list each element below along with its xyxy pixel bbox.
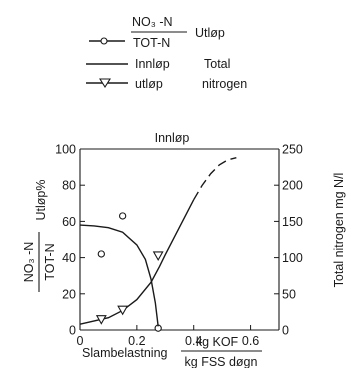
y-right-tick-label: 100 — [282, 251, 303, 265]
y-right-tick-label: 200 — [282, 179, 303, 193]
series-line — [79, 199, 195, 325]
y-left-tick-label: 60 — [62, 215, 76, 229]
y-right-tick-label: 150 — [282, 215, 303, 229]
x-tick-label: 0 — [77, 334, 84, 348]
series-line — [79, 224, 159, 327]
legend-triangle-marker — [99, 78, 111, 89]
y-left-tick-label: 80 — [62, 179, 76, 193]
data-point-triangle — [152, 251, 164, 262]
legend-label-right: Utløp — [195, 26, 225, 40]
y-left-tick-label: 100 — [55, 143, 76, 157]
series-2 — [79, 199, 195, 325]
top-label: Innløp — [155, 131, 190, 145]
y-left-tick-label: 40 — [62, 251, 76, 265]
x-tick-label: 0.6 — [242, 334, 259, 348]
x-axis-label: Slambelastning kg KOF kg FSS døgn — [82, 335, 262, 368]
right-axis-ticks: 0 50 100 150 200 250 — [274, 143, 303, 338]
series-1 — [79, 224, 159, 327]
x-tick-label: 0.4 — [185, 334, 202, 348]
data-point-circle — [97, 250, 105, 258]
legend-entry-innlop: Innløp Total — [86, 57, 230, 71]
series-4 — [95, 251, 164, 325]
y-right-tick-label: 50 — [282, 287, 296, 301]
series-0 — [97, 212, 162, 332]
y-left-tick-label: 0 — [69, 324, 76, 338]
legend-label-denominator: TOT-N — [133, 36, 170, 50]
legend-entry-no3-ratio: NO₃ -N TOT-N Utløp — [89, 15, 225, 50]
left-axis-ticks: 0 20 40 60 80 100 — [55, 143, 85, 338]
x-axis-unit-numerator: kg KOF — [196, 335, 239, 349]
y-right-tick-label: 250 — [282, 143, 303, 157]
x-axis-unit-denominator: kg FSS døgn — [185, 355, 258, 368]
series-3 — [193, 157, 237, 201]
data-point-triangle — [117, 305, 129, 316]
y-left-label-numerator: NO₃ -N — [22, 242, 36, 283]
plot-frame — [79, 148, 280, 331]
data-point-triangle — [95, 315, 107, 325]
legend-label-numerator: NO₃ -N — [132, 15, 173, 29]
y-left-label: NO₃ -N TOT-N Utløp% — [22, 180, 57, 292]
x-axis-ticks: 0 0.2 0.4 0.6 — [77, 325, 259, 348]
legend-circle-marker — [100, 37, 108, 45]
legend-label-innlop: Innløp — [135, 57, 170, 71]
legend-group-total: Total — [204, 57, 230, 71]
x-tick-label: 0.2 — [128, 334, 145, 348]
series-line-dashed — [193, 157, 237, 201]
y-right-label: Total nitrogen mg N/l — [332, 173, 346, 288]
legend-entry-utlop: utløp nitrogen — [86, 77, 247, 91]
y-left-tick-label: 20 — [62, 287, 76, 301]
y-right-label-text: Total nitrogen mg N/l — [332, 173, 346, 288]
legend: NO₃ -N TOT-N Utløp Innløp Total utløp ni… — [86, 15, 247, 91]
legend-group-nitrogen: nitrogen — [202, 77, 247, 91]
y-right-tick-label: 0 — [282, 324, 289, 338]
y-left-label-denominator: TOT-N — [43, 243, 57, 280]
legend-label-utlop: utløp — [135, 77, 163, 91]
x-axis-label-text: Slambelastning — [82, 346, 168, 360]
series-layer — [79, 157, 237, 332]
data-point-circle — [118, 212, 127, 220]
y-left-label-right: Utløp% — [34, 180, 48, 221]
